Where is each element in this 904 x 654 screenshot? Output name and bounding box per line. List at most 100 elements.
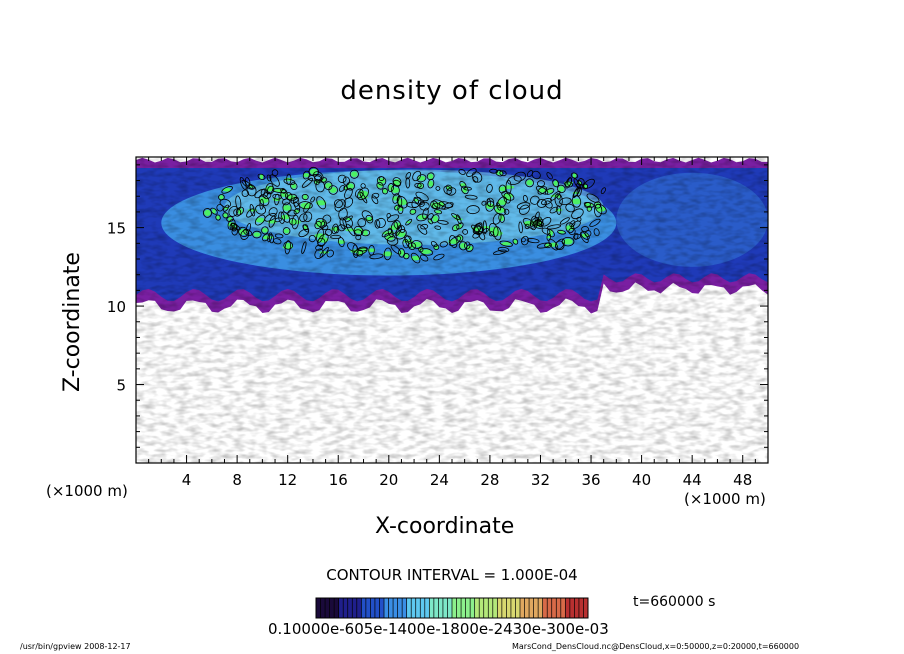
contour-line <box>269 174 280 187</box>
contour-line <box>245 222 251 234</box>
contour-line <box>308 166 319 177</box>
contour-line <box>541 198 552 206</box>
contour-line <box>413 197 419 204</box>
colorbar-segment <box>361 598 385 618</box>
contour-line <box>486 197 495 207</box>
colorbar-segment <box>520 598 544 618</box>
contour-line <box>262 233 271 242</box>
density-peak <box>421 249 432 255</box>
contour-line <box>315 217 328 228</box>
contour-line <box>571 195 582 208</box>
density-peak <box>204 209 211 217</box>
contour-line <box>346 181 356 191</box>
contour-line <box>503 192 512 204</box>
x-tick-label: 40 <box>632 471 651 489</box>
contour-line <box>314 248 324 259</box>
contour-line <box>231 227 239 236</box>
contour-line <box>404 234 412 248</box>
colorbar-frame <box>315 597 589 619</box>
contour-line <box>516 202 531 210</box>
density-peak <box>262 228 268 233</box>
contour-line <box>458 241 468 251</box>
contour-line <box>536 242 551 249</box>
contour-line <box>240 229 250 240</box>
contour-line <box>434 209 443 215</box>
contour-lines <box>202 166 607 264</box>
contour-line <box>522 195 528 202</box>
contour-line <box>285 192 293 201</box>
contour-line <box>486 184 493 193</box>
footer-data-source: MarsCond_DensCloud.nc@DensCloud,x=0:5000… <box>512 642 800 651</box>
contour-line <box>496 202 502 211</box>
contour-line <box>550 190 561 201</box>
contour-line <box>369 253 384 260</box>
contour-line <box>298 228 310 238</box>
time-label: t=660000 s <box>633 594 716 610</box>
contour-line <box>405 218 413 226</box>
contour-line <box>274 217 283 223</box>
contour-line <box>526 238 540 244</box>
contour-line <box>488 223 499 238</box>
contour-line <box>261 226 269 235</box>
density-peak <box>383 251 393 257</box>
contour-line <box>493 226 502 241</box>
contour-line <box>393 220 402 230</box>
contour-line <box>482 220 487 235</box>
contour-line <box>314 220 322 230</box>
contour-line <box>361 210 373 221</box>
y-tick-label: 5 <box>116 377 126 395</box>
x-tick-label: 20 <box>379 471 398 489</box>
contour-line <box>586 205 592 212</box>
contour-line <box>422 207 429 220</box>
contour-line <box>290 182 298 190</box>
contour-line <box>282 227 291 235</box>
contour-line <box>266 174 272 182</box>
contour-line <box>452 224 460 232</box>
density-peak <box>303 172 310 178</box>
contour-line <box>264 213 277 222</box>
contour-line <box>546 229 555 238</box>
density-peak <box>404 254 409 259</box>
contour-line <box>464 194 478 200</box>
colorbar-segment <box>338 598 362 618</box>
density-peak <box>212 208 216 214</box>
colorbar <box>315 597 589 619</box>
density-peak <box>337 240 346 244</box>
contour-line <box>434 225 442 230</box>
contour-line <box>433 253 445 261</box>
density-peak <box>393 181 400 186</box>
contour-line <box>342 176 350 186</box>
contour-line <box>449 234 458 248</box>
density-peak <box>388 184 394 191</box>
footer-program-date: /usr/bin/gpview 2008-12-17 <box>20 642 131 651</box>
contour-line <box>339 185 346 192</box>
contour-line <box>518 221 523 234</box>
contour-line <box>535 185 549 195</box>
colorbar-segment <box>316 598 340 618</box>
density-peak <box>563 238 573 245</box>
contour-line <box>575 183 585 189</box>
contour-line <box>299 213 308 222</box>
density-peak <box>428 173 434 179</box>
contour-line <box>594 203 607 215</box>
contour-line <box>466 168 477 177</box>
contour-line <box>386 212 391 219</box>
contour-line <box>497 246 510 253</box>
contour-line <box>254 188 266 199</box>
contour-line <box>291 214 299 230</box>
contour-line <box>371 192 380 199</box>
contour-line <box>390 221 398 235</box>
contour-line <box>472 176 479 183</box>
contour-line <box>343 197 354 208</box>
density-peak <box>222 188 232 192</box>
colorbar-segment <box>474 598 498 618</box>
density-peak <box>351 171 358 178</box>
contour-line <box>512 238 519 245</box>
contour-line <box>268 233 275 244</box>
density-peak <box>290 219 296 225</box>
density-peak <box>428 180 434 187</box>
density-peak <box>283 228 290 234</box>
contour-line <box>359 191 368 204</box>
contour-line <box>365 214 374 224</box>
contour-line <box>210 207 218 215</box>
